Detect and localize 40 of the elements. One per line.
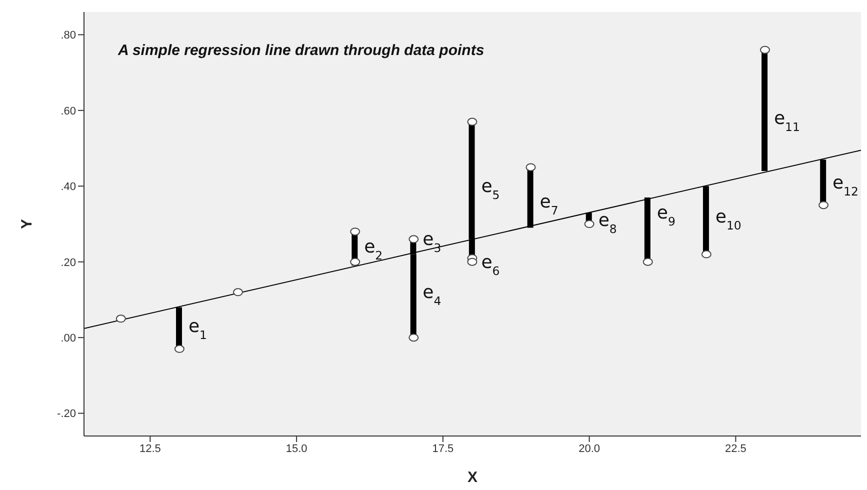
point <box>408 334 419 342</box>
annotation: e$_{2}$ <box>364 236 383 263</box>
x-tick-label: 15.0 <box>286 442 308 455</box>
point <box>350 258 360 266</box>
point <box>584 220 594 228</box>
point <box>701 250 712 258</box>
y-tick-label: .80 <box>60 30 76 42</box>
y-tick-label: .20 <box>60 256 76 269</box>
point <box>526 163 536 172</box>
annotation: e$_{11}$ <box>774 108 800 134</box>
y-tick-label: .40 <box>60 181 76 194</box>
x-tick-label: 17.5 <box>432 442 454 455</box>
point <box>116 314 126 323</box>
annotation: e$_{6}$ <box>481 252 500 278</box>
annotation: e$_{7}$ <box>540 191 558 218</box>
point <box>760 46 770 54</box>
annotation: e$_{9}$ <box>656 202 676 229</box>
annotation: e$_{12}$ <box>832 172 858 198</box>
x-axis-title: X <box>467 469 478 486</box>
x-tick-label: 22.5 <box>724 442 746 455</box>
annotation: e$_{5}$ <box>481 176 500 202</box>
annotation: A simple regression line drawn through data points <box>118 42 484 59</box>
y-tick-label: -.20 <box>57 408 76 420</box>
y-tick-label: .00 <box>60 332 76 344</box>
point <box>467 118 478 126</box>
annotation: e$_{10}$ <box>715 206 742 232</box>
annotation: e$_{1}$ <box>188 316 207 342</box>
point <box>232 288 243 296</box>
point <box>350 228 360 236</box>
point <box>408 235 419 244</box>
annotation: e$_{4}$ <box>422 282 442 308</box>
annotation: e$_{8}$ <box>598 210 617 236</box>
x-tick-label: 12.5 <box>139 442 161 455</box>
point <box>818 201 829 210</box>
y-tick-label: .60 <box>60 105 76 118</box>
point <box>174 344 184 353</box>
x-tick-label: 20.0 <box>578 442 600 455</box>
point <box>467 258 478 266</box>
y-axis-title: Y <box>18 218 36 230</box>
point <box>642 258 653 266</box>
